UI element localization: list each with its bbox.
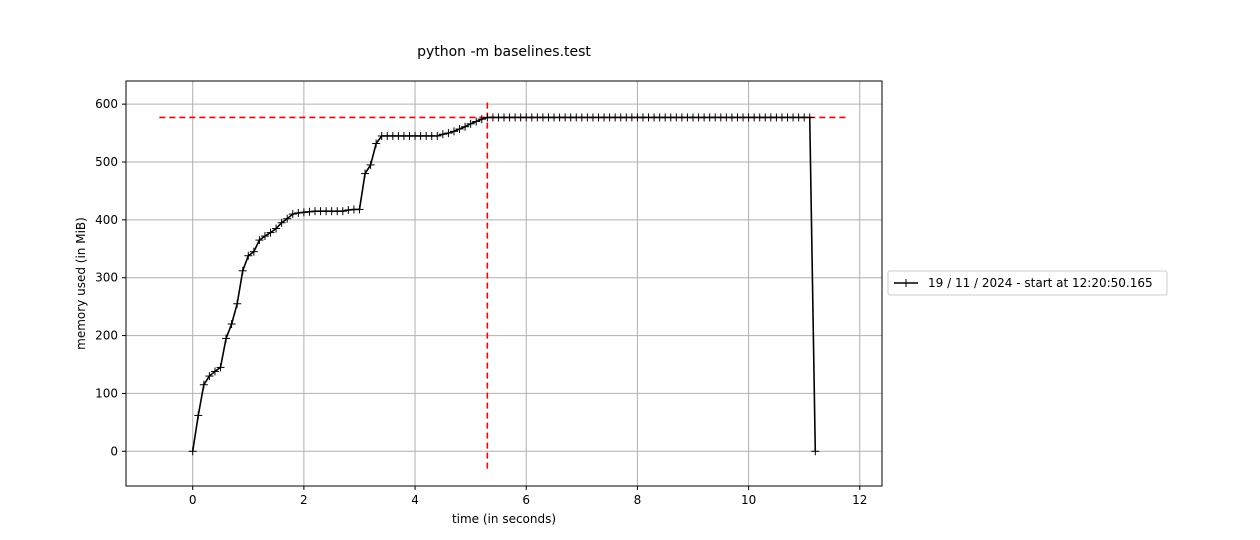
y-tick-label: 500 bbox=[95, 155, 118, 169]
data-point bbox=[266, 228, 275, 237]
data-point bbox=[288, 210, 297, 219]
data-point bbox=[233, 299, 242, 308]
data-point bbox=[205, 372, 214, 381]
data-point bbox=[238, 266, 247, 275]
data-point bbox=[444, 129, 453, 138]
data-point bbox=[210, 367, 219, 376]
data-point bbox=[805, 113, 814, 122]
data-point bbox=[222, 334, 231, 343]
y-axis-label: memory used (in MiB) bbox=[74, 217, 88, 350]
y-tick-label: 300 bbox=[95, 271, 118, 285]
legend: 19 / 11 / 2024 - start at 12:20:50.165 bbox=[887, 270, 1168, 296]
grid bbox=[126, 81, 882, 486]
x-tick-label: 4 bbox=[411, 493, 419, 507]
x-tick-label: 10 bbox=[741, 493, 756, 507]
data-point bbox=[277, 218, 286, 227]
data-point bbox=[194, 411, 203, 420]
x-tick-label: 0 bbox=[189, 493, 197, 507]
data-point bbox=[283, 214, 292, 223]
x-tick-label: 6 bbox=[522, 493, 530, 507]
data-point bbox=[366, 160, 375, 169]
data-point bbox=[466, 119, 475, 128]
data-point bbox=[449, 127, 458, 136]
y-axis: 0 100 200 300 400 500 600 bbox=[95, 97, 126, 458]
data-point bbox=[477, 115, 486, 124]
y-tick-label: 100 bbox=[95, 386, 118, 400]
data-point bbox=[260, 232, 269, 241]
series-line bbox=[191, 116, 817, 452]
data-point bbox=[361, 169, 370, 178]
series-layer bbox=[188, 113, 820, 456]
data-point bbox=[272, 224, 281, 233]
y-tick-label: 600 bbox=[95, 97, 118, 111]
data-point bbox=[433, 131, 442, 140]
legend-marker bbox=[902, 279, 910, 287]
data-point bbox=[216, 363, 225, 372]
legend-box bbox=[887, 270, 1168, 296]
data-point bbox=[299, 208, 308, 217]
legend-label: 19 / 11 / 2024 - start at 12:20:50.165 bbox=[928, 276, 1153, 290]
y-tick-label: 400 bbox=[95, 213, 118, 227]
data-point bbox=[372, 139, 381, 148]
x-tick-label: 8 bbox=[634, 493, 642, 507]
y-tick-label: 200 bbox=[95, 329, 118, 343]
x-axis-label: time (in seconds) bbox=[452, 512, 556, 526]
x-axis: 0 2 4 6 8 10 12 bbox=[189, 486, 867, 507]
data-point bbox=[438, 130, 447, 139]
chart-title: python -m baselines.test bbox=[417, 44, 591, 60]
data-point bbox=[344, 206, 353, 215]
data-point bbox=[305, 207, 314, 216]
data-point bbox=[461, 122, 470, 131]
x-tick-label: 2 bbox=[300, 493, 308, 507]
data-point bbox=[227, 320, 236, 328]
data-point bbox=[472, 117, 481, 126]
data-point bbox=[455, 125, 464, 134]
y-tick-label: 0 bbox=[110, 444, 118, 458]
x-tick-label: 12 bbox=[852, 493, 867, 507]
data-point bbox=[188, 447, 197, 456]
data-point bbox=[249, 247, 258, 256]
plot-frame bbox=[125, 80, 883, 487]
data-point bbox=[811, 447, 820, 456]
data-point bbox=[199, 380, 208, 389]
reference-lines bbox=[159, 99, 849, 469]
data-point bbox=[338, 207, 347, 216]
data-point bbox=[294, 208, 303, 217]
data-point bbox=[255, 236, 264, 245]
data-point bbox=[244, 251, 253, 260]
data-point bbox=[355, 205, 364, 214]
